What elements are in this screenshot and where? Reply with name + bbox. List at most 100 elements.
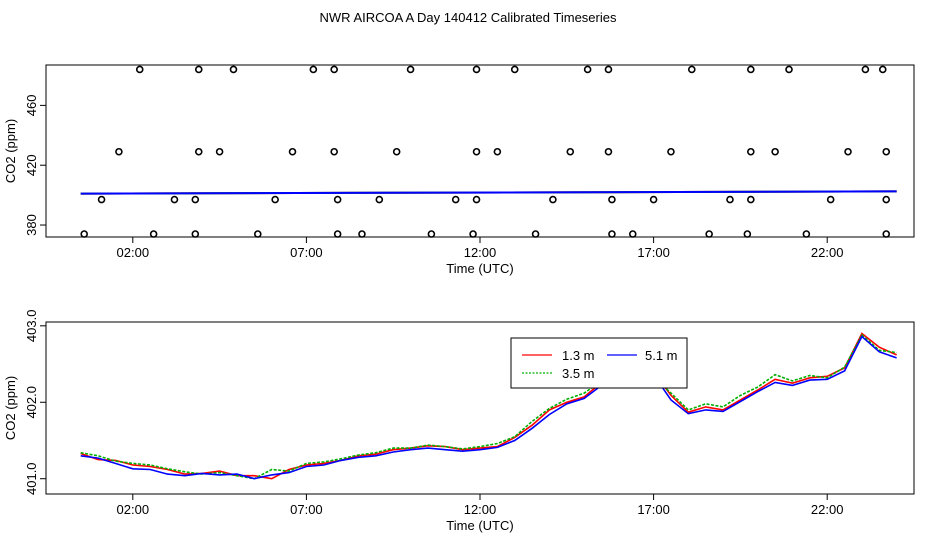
scatter-point-53 xyxy=(531,230,540,238)
scatter-point-31 xyxy=(170,195,179,204)
top-scatter-points xyxy=(80,65,891,238)
scatter-point-55 xyxy=(628,230,637,238)
scatter-point-20 xyxy=(392,147,401,156)
x-tick-label-17:00: 17:00 xyxy=(637,245,670,260)
scatter-point-32 xyxy=(191,195,200,204)
scatter-point-43 xyxy=(826,195,835,204)
scatter-point-10 xyxy=(687,65,696,74)
series-line-5-1-m xyxy=(80,335,897,480)
y-tick-label-401.0: 401.0 xyxy=(24,462,39,495)
scatter-point-16 xyxy=(194,147,203,156)
legend-label-5-1m: 5.1 m xyxy=(645,348,678,363)
scatter-point-33 xyxy=(271,195,279,204)
x-tick-label-12:00: 12:00 xyxy=(464,245,497,260)
bottom-panel: 02:00 07:00 12:00 17:00 22:00 401.0 402.0 403.… xyxy=(3,310,915,533)
scatter-point-54 xyxy=(608,230,616,238)
scatter-point-21 xyxy=(472,147,481,156)
x-tick-label-07:00: 07:00 xyxy=(290,245,323,260)
scatter-point-39 xyxy=(608,195,616,204)
scatter-point-28 xyxy=(844,147,852,156)
scatter-point-51 xyxy=(427,230,436,238)
scatter-point-1 xyxy=(194,65,203,74)
chart-title: NWR AIRCOA A Day 140412 Calibrated Times… xyxy=(320,10,617,25)
scatter-point-58 xyxy=(802,230,811,238)
bottom-y-axis-label: CO2 (ppm) xyxy=(3,376,18,440)
scatter-point-52 xyxy=(469,230,477,238)
scatter-point-45 xyxy=(80,230,88,238)
x-tick-label-02:00: 02:00 xyxy=(117,502,150,517)
scatter-point-36 xyxy=(451,195,460,204)
scatter-point-26 xyxy=(747,147,755,156)
x-tick-label-17:00: 17:00 xyxy=(637,502,670,517)
scatter-point-30 xyxy=(97,195,106,204)
scatter-point-42 xyxy=(747,195,755,204)
y-tick-label-380: 380 xyxy=(24,214,39,236)
scatter-point-34 xyxy=(333,195,342,204)
x-tick-label-22:00: 22:00 xyxy=(811,502,844,517)
scatter-point-49 xyxy=(333,230,342,238)
scatter-point-47 xyxy=(191,230,200,238)
legend: 1.3 m 3.5 m 5.1 m xyxy=(510,337,688,389)
scatter-point-12 xyxy=(785,65,793,74)
scatter-point-23 xyxy=(566,147,575,156)
scatter-point-2 xyxy=(229,65,238,74)
top-panel: 02:00 07:00 12:00 17:00 22:00 380 420 460 Time… xyxy=(3,64,915,276)
bottom-x-axis-label: Time (UTC) xyxy=(446,518,513,533)
scatter-point-35 xyxy=(375,195,384,204)
scatter-point-7 xyxy=(510,65,519,74)
scatter-point-40 xyxy=(649,195,658,204)
scatter-point-27 xyxy=(771,147,779,156)
y-tick-label-402.0: 402.0 xyxy=(24,386,39,419)
scatter-point-37 xyxy=(472,195,481,204)
scatter-point-57 xyxy=(743,230,752,238)
scatter-point-6 xyxy=(472,65,481,74)
legend-box xyxy=(510,337,688,389)
scatter-point-11 xyxy=(747,65,755,74)
scatter-point-19 xyxy=(330,147,338,156)
scatter-point-46 xyxy=(149,230,158,238)
bottom-y-axis: 401.0 402.0 403.0 xyxy=(24,310,46,495)
x-tick-label-07:00: 07:00 xyxy=(290,502,323,517)
bottom-series-lines xyxy=(80,332,897,480)
top-y-axis: 380 420 460 xyxy=(24,95,46,236)
scatter-point-17 xyxy=(215,147,224,156)
y-tick-label-460: 460 xyxy=(24,95,39,117)
scatter-point-38 xyxy=(549,195,557,204)
series-line-1-3-m xyxy=(80,332,897,480)
scatter-point-3 xyxy=(309,65,318,74)
legend-label-1-3m: 1.3 m xyxy=(562,348,595,363)
scatter-point-13 xyxy=(861,65,870,74)
scatter-point-0 xyxy=(135,65,144,74)
scatter-point-41 xyxy=(726,195,734,204)
x-tick-label-12:00: 12:00 xyxy=(464,502,497,517)
scatter-point-15 xyxy=(115,147,123,156)
bottom-x-axis: 02:00 07:00 12:00 17:00 22:00 xyxy=(117,494,844,517)
top-x-axis-label: Time (UTC) xyxy=(446,261,513,276)
scatter-point-59 xyxy=(882,230,891,238)
scatter-point-5 xyxy=(406,65,415,74)
scatter-point-50 xyxy=(358,230,366,238)
scatter-point-25 xyxy=(667,147,675,156)
x-tick-label-02:00: 02:00 xyxy=(117,245,150,260)
y-tick-label-403.0: 403.0 xyxy=(24,310,39,343)
top-flat-line-2 xyxy=(80,190,897,195)
top-x-axis: 02:00 07:00 12:00 17:00 22:00 xyxy=(117,237,843,260)
series-line-3-5-m xyxy=(80,333,897,480)
scatter-point-8 xyxy=(583,65,592,74)
scatter-point-44 xyxy=(882,195,891,204)
legend-label-3-5m: 3.5 m xyxy=(562,366,595,381)
y-tick-label-420: 420 xyxy=(24,154,39,176)
scatter-point-4 xyxy=(330,65,338,74)
scatter-point-14 xyxy=(878,65,887,74)
scatter-point-9 xyxy=(604,65,613,74)
scatter-point-56 xyxy=(705,230,713,238)
scatter-point-29 xyxy=(882,147,891,156)
top-flat-lines xyxy=(80,190,897,195)
scatter-point-18 xyxy=(288,147,297,156)
scatter-point-24 xyxy=(604,147,613,156)
scatter-point-48 xyxy=(253,230,262,238)
scatter-point-22 xyxy=(493,147,502,156)
top-y-axis-label: CO2 (ppm) xyxy=(3,119,18,183)
bottom-plot-frame xyxy=(45,321,915,495)
